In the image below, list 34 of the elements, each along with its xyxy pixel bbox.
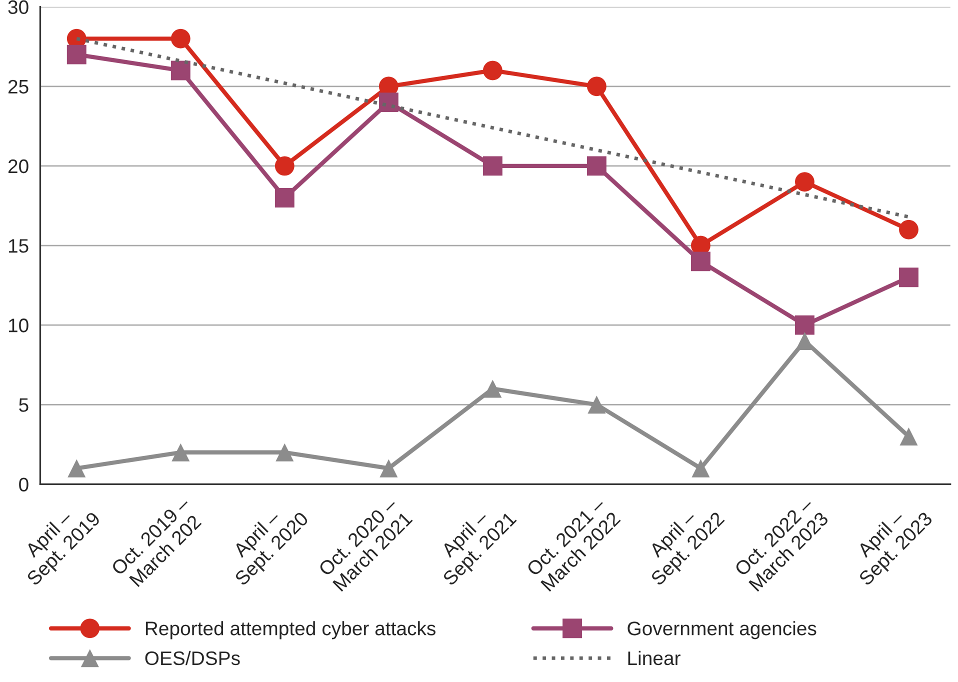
legend-label: Linear <box>628 650 680 666</box>
point <box>586 76 606 96</box>
point <box>794 172 814 192</box>
y-tick-label: 25 <box>8 80 28 94</box>
legend-label: OES/DSPs <box>145 650 240 666</box>
y-tick-label: 15 <box>8 239 28 253</box>
point <box>66 44 86 64</box>
legend-label: Reported attempted cyber attacks <box>146 621 436 640</box>
point <box>380 459 398 478</box>
point <box>794 315 814 335</box>
point <box>274 188 294 208</box>
point <box>276 443 294 462</box>
point <box>586 156 606 176</box>
point <box>68 459 86 478</box>
point <box>482 156 502 176</box>
y-tick-label: 5 <box>19 398 28 412</box>
legend-label: Government agencies <box>628 621 816 640</box>
y-tick-label: 20 <box>8 159 28 174</box>
point <box>899 220 918 240</box>
point <box>378 92 398 112</box>
y-tick-label: 10 <box>8 318 28 332</box>
point <box>170 28 190 48</box>
point <box>588 396 606 414</box>
point <box>482 60 502 80</box>
y-tick-label: 0 <box>19 478 28 492</box>
y-tick-label: 30 <box>8 0 28 14</box>
point <box>690 252 710 272</box>
point <box>899 268 918 288</box>
point <box>274 156 294 176</box>
point <box>172 443 190 462</box>
point <box>900 427 918 446</box>
point <box>692 459 710 478</box>
point <box>170 60 190 80</box>
point <box>484 380 502 398</box>
